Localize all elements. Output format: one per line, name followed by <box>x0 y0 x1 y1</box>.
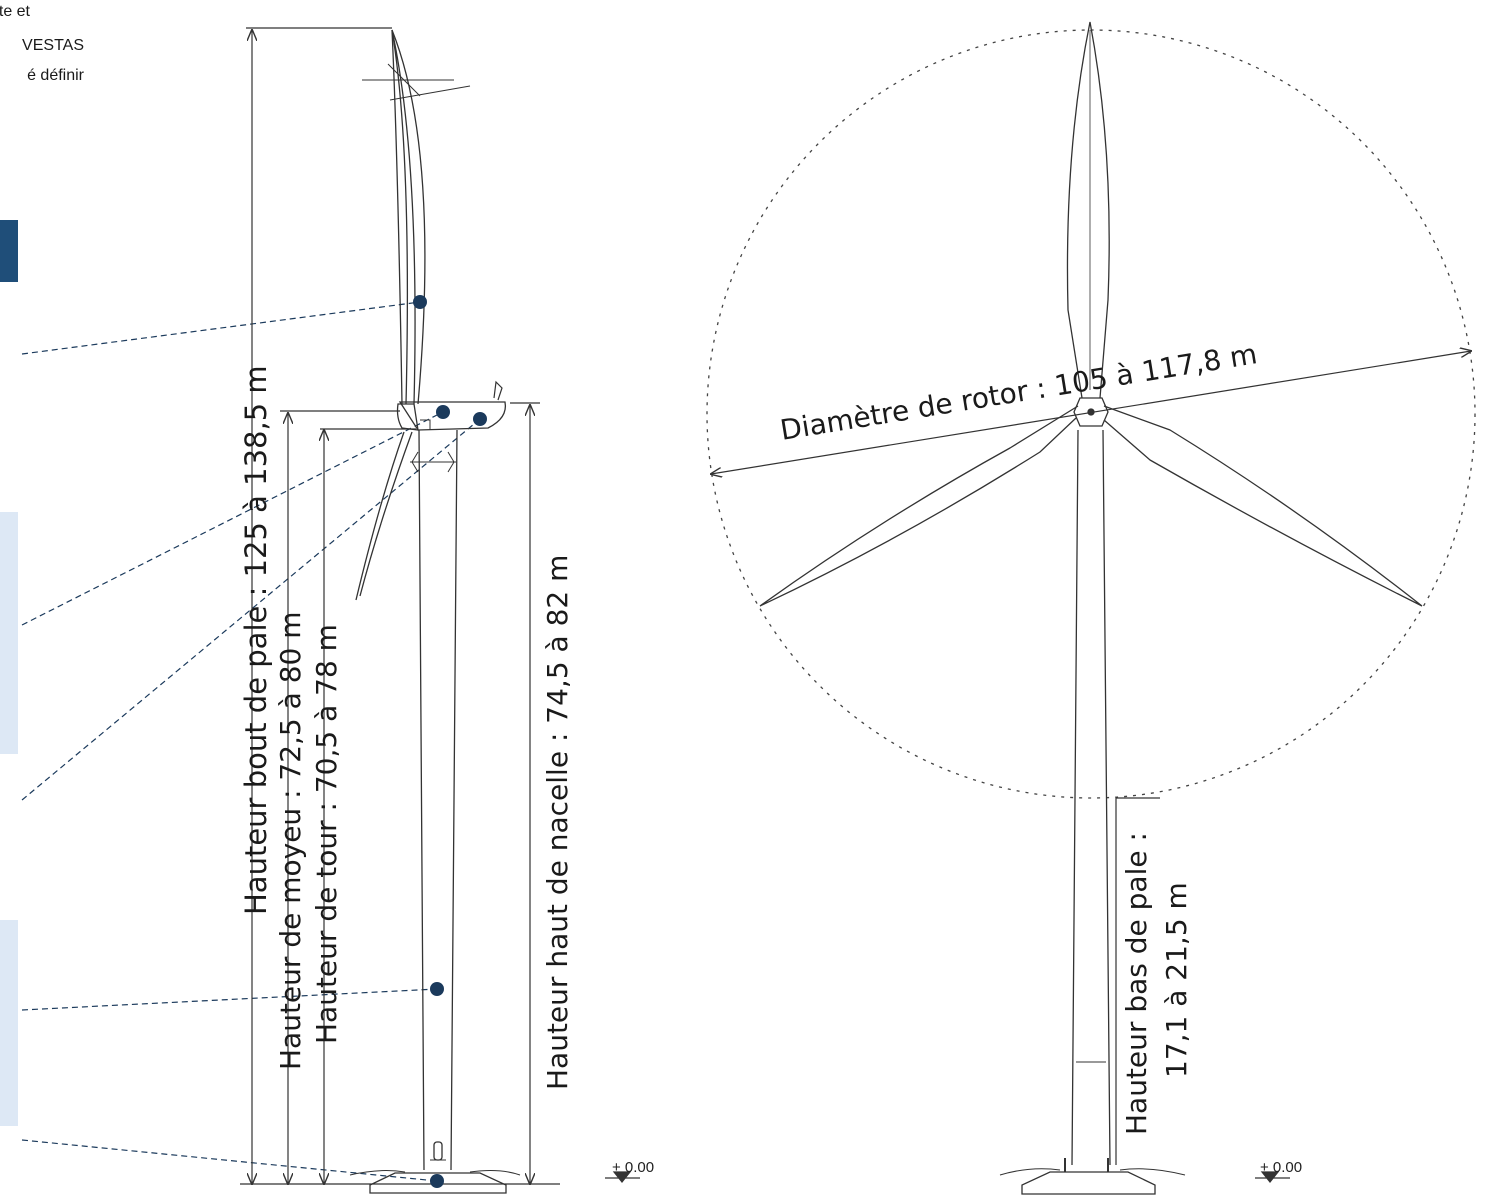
front-foundation <box>1021 1171 1156 1195</box>
side-panel-2 <box>0 920 18 1126</box>
front-view-turbine <box>759 21 1423 1195</box>
callout-line-hub <box>21 411 444 626</box>
front-dimensions <box>711 351 1471 1183</box>
side-foundation <box>369 1172 507 1194</box>
callout-line-foundation <box>21 1139 438 1182</box>
side-door <box>433 1141 443 1161</box>
intro-paragraph: u site et VESTAS é définir <box>0 3 85 84</box>
label-rotor-diameter: Diamètre de rotor : 105 à 117,8 m <box>778 337 1260 447</box>
side-tower <box>418 429 458 1171</box>
callout-lines <box>21 301 481 1182</box>
side-blade-up-2 <box>391 29 426 405</box>
callout-dot-nacelle <box>473 412 487 426</box>
side-tab-dark <box>0 220 18 282</box>
ground-level-left: + 0.00 <box>612 1159 654 1176</box>
callout-dots <box>413 295 487 1188</box>
front-tower <box>1071 429 1111 1166</box>
rotor-swept-circle <box>706 29 1476 799</box>
front-blade-left <box>759 405 1079 607</box>
label-nacelle-height: Hauteur haut de nacelle : 74,5 à 82 m <box>541 555 574 1090</box>
side-view-turbine <box>349 29 521 1194</box>
side-blade-down <box>355 431 413 601</box>
callout-line-tower <box>21 988 438 1011</box>
callout-dot-tower <box>430 982 444 996</box>
intro-line-3: é définir <box>27 67 85 84</box>
side-hub <box>396 403 419 431</box>
front-blade-right <box>1103 405 1423 607</box>
ground-level-right: + 0.00 <box>1260 1159 1302 1176</box>
label-lower-tip-line-2: 17,1 à 21,5 m <box>1160 882 1193 1078</box>
label-hub-height: Hauteur de moyeu : 72,5 à 80 m <box>274 611 307 1070</box>
label-tower-height: Hauteur de tour : 70,5 à 78 m <box>310 624 343 1044</box>
side-nacelle <box>398 401 507 431</box>
callout-dot-hub <box>436 405 450 419</box>
label-tip-height: Hauteur bout de pale : 125 à 138,5 m <box>239 365 273 915</box>
side-panel-1 <box>0 512 18 754</box>
intro-line-2: VESTAS <box>22 37 84 54</box>
side-blade-up <box>391 29 416 405</box>
dim-rotor-diameter <box>711 351 1471 474</box>
side-dimensions <box>240 27 640 1184</box>
front-blade-up <box>1066 21 1110 399</box>
callout-dot-blade <box>413 295 427 309</box>
label-lower-tip-line-1: Hauteur bas de pale : <box>1120 832 1153 1135</box>
callout-dot-foundation <box>430 1174 444 1188</box>
intro-line-1: u site et <box>0 3 31 20</box>
callout-line-blade <box>21 301 421 355</box>
